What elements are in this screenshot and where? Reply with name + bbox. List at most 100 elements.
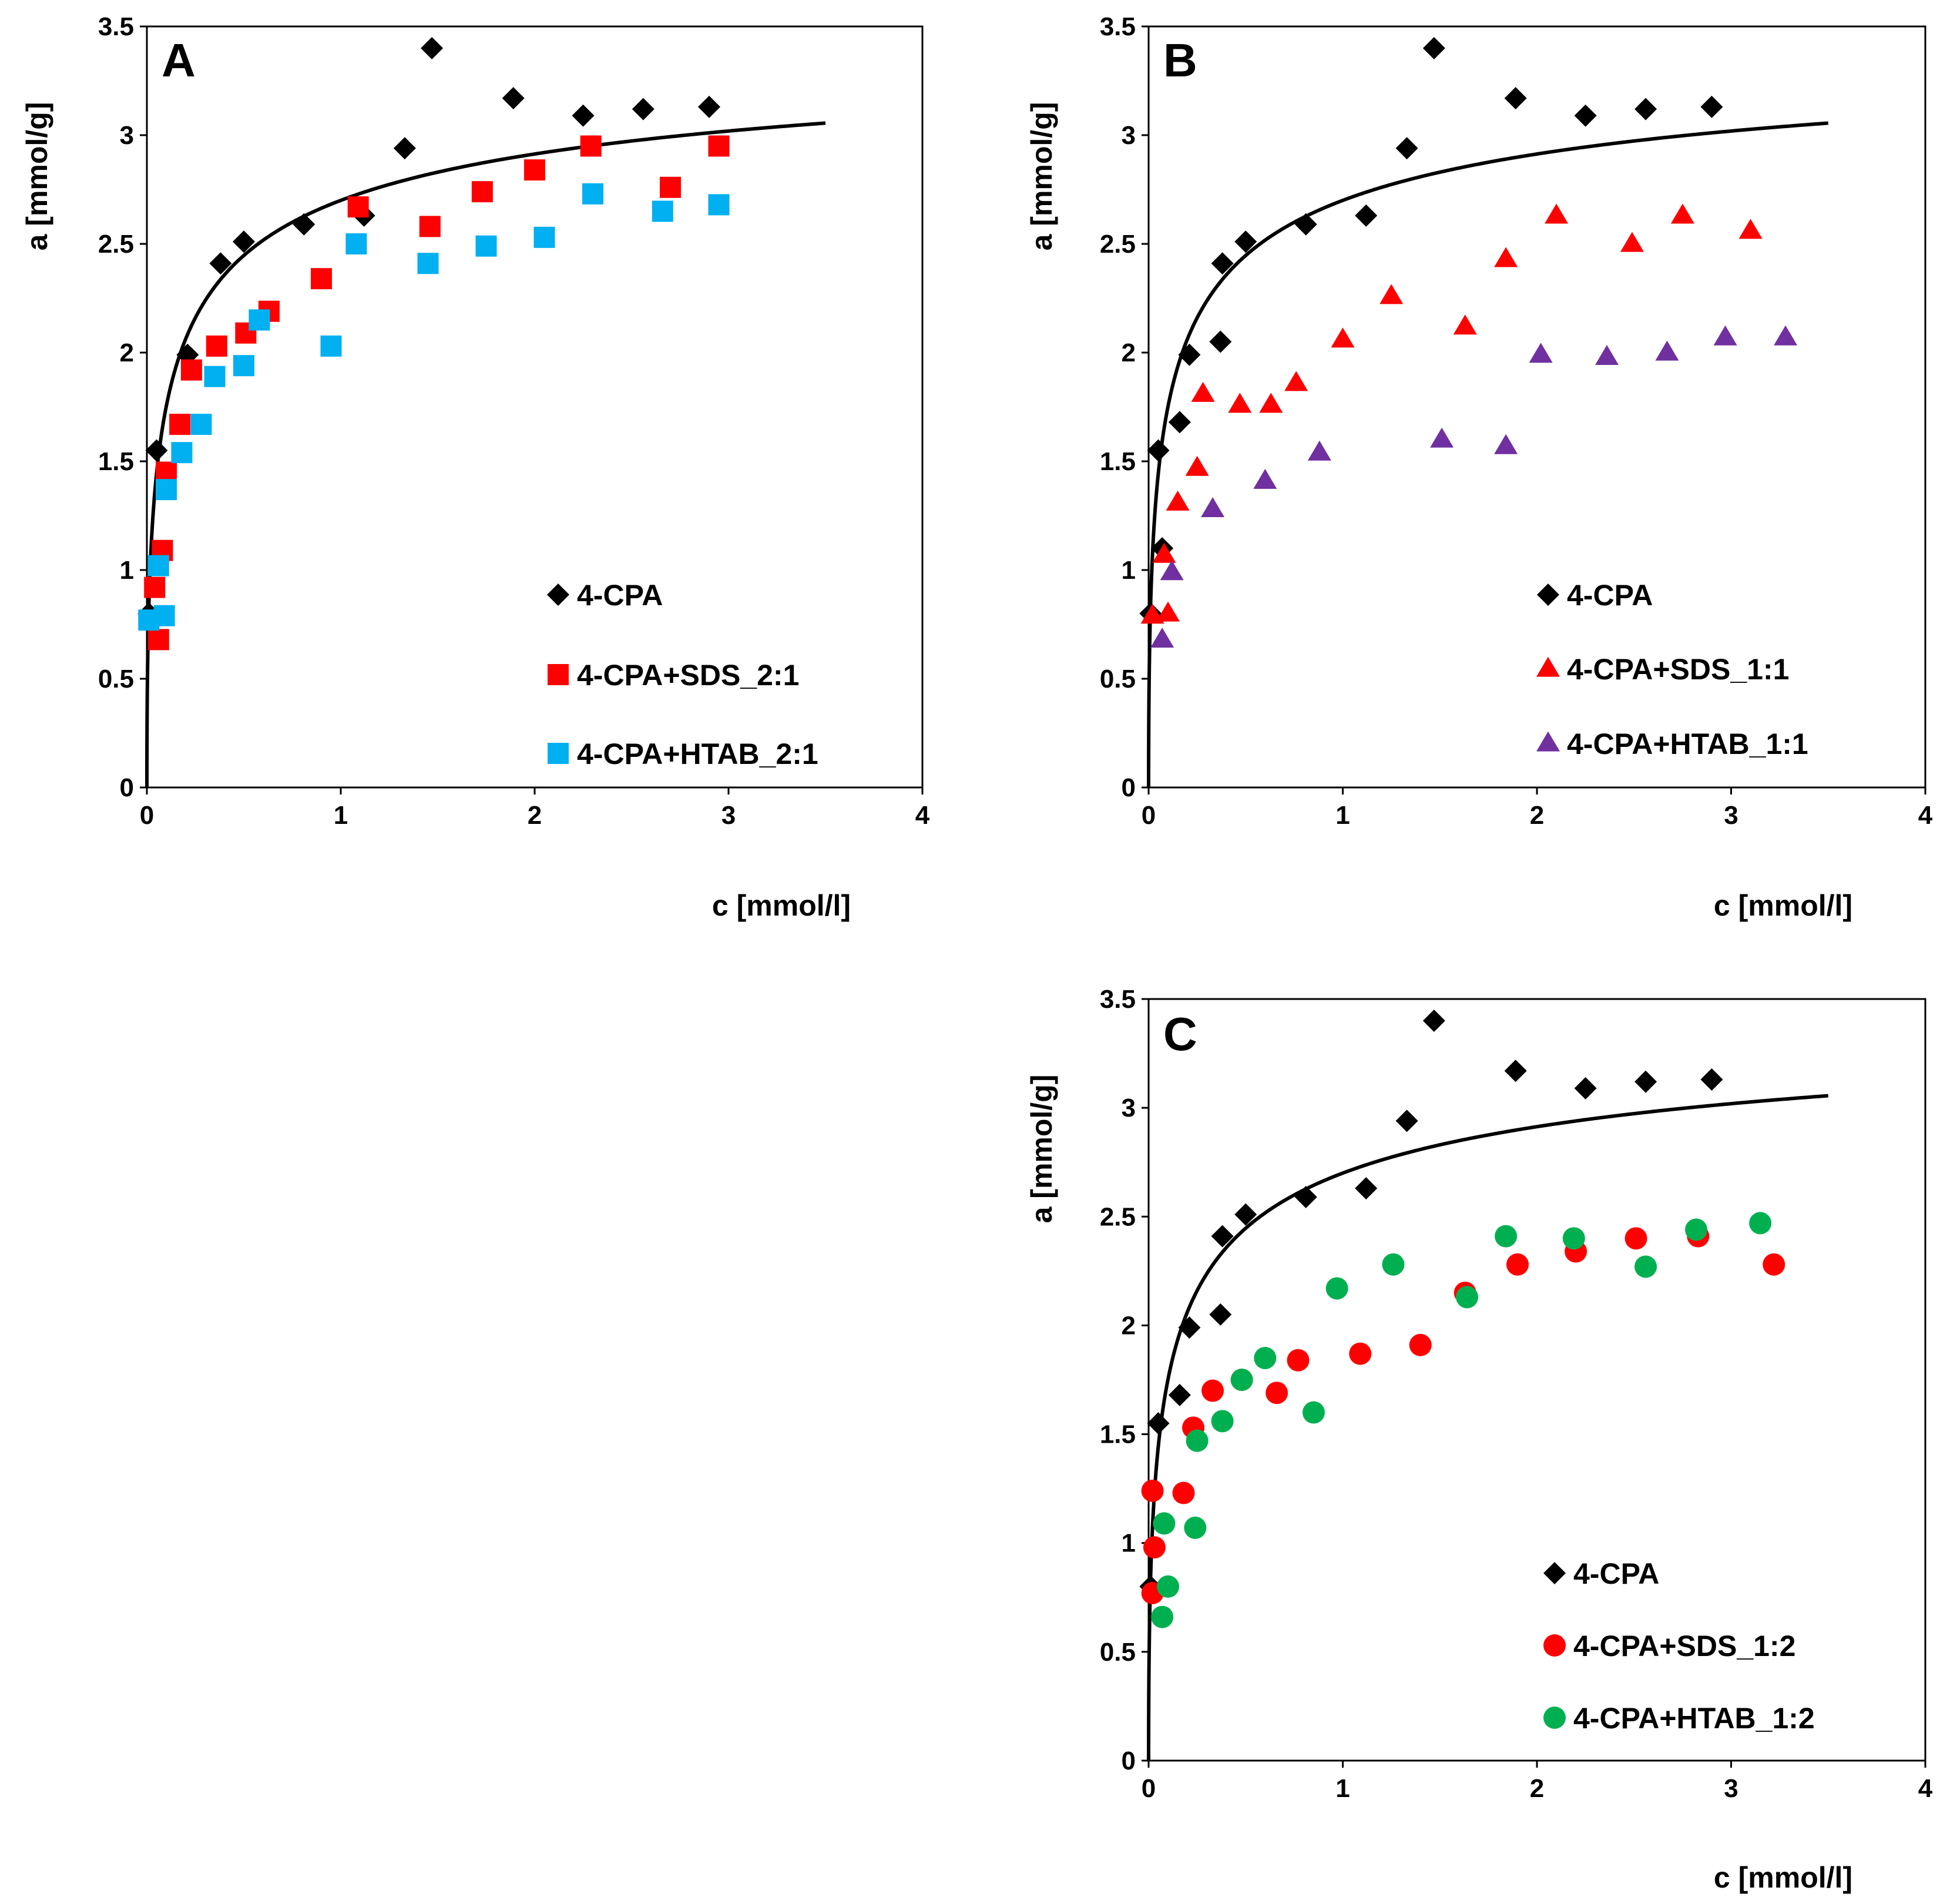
data-point [1456, 1286, 1479, 1309]
legend: 4-CPA 4-CPA+SDS_1:2 4-CPA+HTAB_1:2 [1543, 1557, 1815, 1735]
legend: 4-CPA 4-CPA+SDS_2:1 4-CPA+HTAB_2:1 [547, 579, 818, 770]
series-4-cpa-htab-2-1 [138, 183, 730, 631]
series-4-cpa-sds-1-1 [1140, 203, 1763, 624]
data-point [1355, 204, 1378, 227]
data-point [345, 233, 367, 254]
data-point [1494, 434, 1518, 454]
data-point [147, 555, 169, 576]
data-point [1153, 1512, 1176, 1535]
x-tick-label: 2 [1530, 801, 1544, 830]
data-point [169, 414, 191, 435]
data-point [393, 137, 416, 160]
data-point [1178, 1316, 1201, 1339]
data-point [1152, 542, 1176, 563]
data-point [1168, 1383, 1191, 1406]
data-point [1253, 468, 1277, 489]
panel-letter: C [1163, 1008, 1197, 1060]
series-4-cpa-htab-1-2 [1151, 1212, 1772, 1628]
data-point [1191, 381, 1215, 402]
data-point [580, 135, 602, 157]
data-point [1349, 1342, 1372, 1365]
legend-label: 4-CPA+SDS_2:1 [577, 659, 799, 692]
chart-panel-a: 0 0.5 1 1.5 2 2.5 3 3.5 0 1 2 3 4 c [mmol/l] a [mmol/g… [21, 12, 930, 922]
data-point [1186, 1429, 1209, 1452]
y-tick-label: 1 [1122, 1529, 1136, 1558]
data-point [1713, 325, 1737, 346]
panel-letter: B [1163, 34, 1197, 86]
data-point [311, 268, 332, 290]
data-point [1228, 393, 1252, 413]
data-point [233, 355, 254, 377]
legend-label: 4-CPA+HTAB_1:2 [1573, 1702, 1815, 1735]
data-point [1168, 411, 1191, 434]
data-point [1294, 1185, 1317, 1208]
data-point [1504, 87, 1527, 110]
y-tick-label: 2.5 [1100, 230, 1136, 259]
chart-panel-b: 0 0.5 1 1.5 2 2.5 3 3.5 0 1 2 3 4 c [mmol/l] a [mmol/g… [1025, 12, 1933, 922]
data-point [1284, 371, 1308, 391]
data-point [1230, 1369, 1253, 1391]
y-tick-label: 1 [120, 556, 134, 585]
data-point [1209, 330, 1232, 353]
y-tick-label: 2.5 [98, 230, 134, 259]
data-point [1166, 490, 1190, 511]
legend-label: 4-CPA [577, 579, 663, 612]
y-tick-label: 0 [1122, 773, 1136, 802]
y-tick-label: 0 [1122, 1747, 1136, 1775]
data-point [502, 87, 525, 110]
legend-marker [1536, 656, 1560, 677]
data-point [1287, 1349, 1310, 1372]
data-point [1430, 427, 1454, 448]
x-tick-label: 2 [1530, 1774, 1544, 1803]
fit-curve [1147, 121, 1828, 788]
data-point [524, 159, 545, 181]
data-point [1685, 1218, 1708, 1241]
data-point [180, 359, 202, 381]
data-point [1494, 247, 1518, 267]
data-point [421, 37, 444, 59]
y-tick-label: 1 [1122, 556, 1136, 585]
data-point [1545, 203, 1569, 224]
legend-marker [1543, 1562, 1566, 1584]
x-tick-label: 4 [915, 801, 930, 830]
data-point [1763, 1253, 1785, 1276]
y-axis-label: a [mmol/g] [21, 102, 53, 251]
data-point [1749, 1212, 1772, 1235]
series-4-cpa [1139, 1010, 1723, 1598]
plot-frame [146, 25, 924, 789]
legend-label: 4-CPA+SDS_1:1 [1567, 653, 1789, 686]
data-point [1395, 137, 1418, 160]
data-point [1331, 327, 1355, 348]
data-point [233, 230, 255, 253]
legend-marker [1543, 1707, 1566, 1729]
x-axis-label: c [mmol/l] [1714, 1861, 1852, 1894]
data-point [1634, 98, 1657, 120]
data-point [171, 442, 193, 464]
data-point [1160, 560, 1184, 581]
data-point [1495, 1225, 1518, 1248]
data-point [475, 235, 497, 257]
data-point [582, 183, 603, 205]
series-4-cpa-sds-1-2 [1141, 1225, 1785, 1604]
data-point [1157, 1575, 1180, 1598]
y-tick-label: 1.5 [1100, 1420, 1136, 1449]
data-point [1380, 284, 1404, 304]
data-point [1150, 628, 1174, 648]
data-point [1382, 1253, 1405, 1276]
data-point [190, 414, 212, 435]
fit-curve [1147, 1094, 1828, 1761]
data-point [144, 576, 166, 598]
data-point [1211, 252, 1234, 275]
data-point [1201, 497, 1225, 517]
data-point [1141, 1479, 1164, 1502]
y-tick-label: 3.5 [98, 12, 134, 41]
data-point [1738, 219, 1763, 239]
data-point [1422, 37, 1445, 59]
data-point [708, 194, 730, 216]
x-tick-label: 3 [1724, 801, 1738, 830]
data-point [206, 335, 227, 357]
data-point [1147, 439, 1170, 462]
legend-label: 4-CPA+HTAB_1:1 [1567, 728, 1808, 760]
legend-marker [548, 664, 569, 685]
data-point [1670, 203, 1694, 224]
